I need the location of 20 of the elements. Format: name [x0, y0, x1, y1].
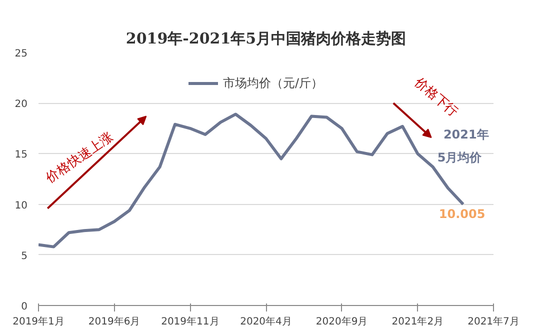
- annotation: 10.005: [438, 207, 486, 222]
- annotation: 价格快速上涨: [42, 130, 116, 187]
- x-tick-label: 2021年7月: [468, 316, 520, 328]
- annotation: 价格下行: [410, 74, 461, 120]
- x-tick-label: 2021年2月: [392, 316, 444, 328]
- annotation: 2021年: [443, 127, 489, 142]
- y-tick-label: 15: [14, 150, 28, 161]
- y-tick-label: 25: [14, 48, 28, 60]
- y-tick-label: 5: [21, 250, 28, 262]
- x-tick-label: 2020年9月: [316, 316, 368, 328]
- x-tick-label: 2019年11月: [161, 316, 220, 328]
- chart-title: 2019年-2021年5月中国猪肉价格走势图: [126, 30, 406, 48]
- x-tick-label: 2019年6月: [88, 316, 140, 328]
- annotation: 5月均价: [437, 150, 483, 165]
- y-tick-label: 0: [21, 302, 28, 312]
- x-tick-label: 2019年1月: [12, 316, 64, 328]
- y-tick-label: 20: [14, 99, 28, 110]
- legend-label: 市场均价（元/斤）: [223, 74, 324, 92]
- y-tick-label: 10: [14, 200, 28, 212]
- x-tick-label: 2020年4月: [240, 316, 292, 328]
